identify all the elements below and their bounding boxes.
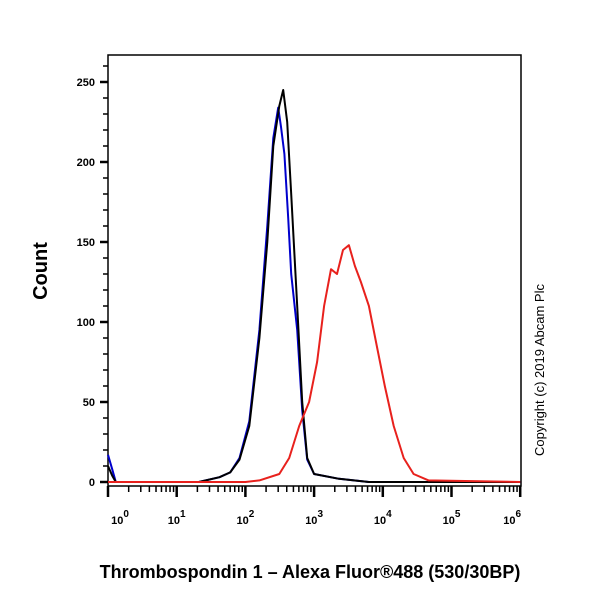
x-tick-label: 102: [236, 509, 254, 527]
x-tick-label: 104: [374, 509, 392, 527]
x-tick-label: 106: [503, 509, 521, 527]
series-group: [107, 89, 521, 483]
x-tick-label: 100: [111, 509, 129, 527]
y-tick-label: 100: [77, 317, 95, 329]
y-tick-label: 50: [83, 397, 95, 409]
y-tick-label: 200: [77, 157, 95, 169]
y-tick-label: 250: [77, 77, 95, 89]
copyright-annotation: Copyright (c) 2019 Abcam Plc: [532, 284, 547, 456]
x-axis-label: Thrombospondin 1 – Alexa Fluor®488 (530/…: [100, 562, 521, 582]
x-tick-label: 105: [443, 509, 461, 527]
y-axis-label: Count: [30, 242, 52, 300]
series-line-0: [107, 106, 521, 483]
y-tick-label: 0: [89, 477, 95, 489]
plot-frame: [107, 54, 522, 487]
x-tick-label: 101: [168, 509, 186, 527]
series-line-2: [108, 244, 521, 483]
y-tick-label: 150: [77, 237, 95, 249]
x-tick-label: 103: [305, 509, 323, 527]
series-line-1: [107, 89, 521, 483]
y-axis: 0 50 100 150 200 250: [77, 65, 108, 489]
x-axis: 100 101 102 103 104 105 106: [106, 486, 522, 527]
